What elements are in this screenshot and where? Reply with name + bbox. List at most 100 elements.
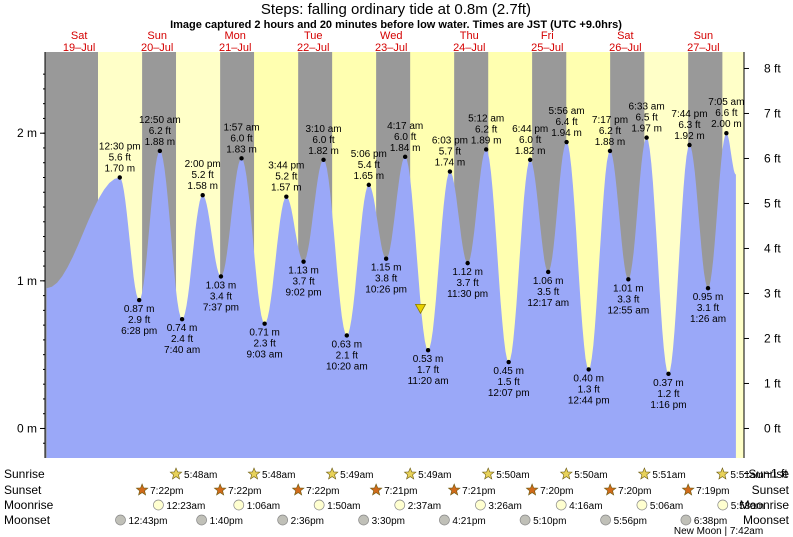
sunset-icon <box>525 483 539 496</box>
tide-point <box>200 193 205 198</box>
tide-label: 3:10 am <box>305 124 341 135</box>
tide-label: 6.2 ft <box>149 126 171 137</box>
moonset-time-label: 6:38pm <box>694 516 727 527</box>
tide-label: 6:44 pm <box>512 124 548 135</box>
tide-point <box>425 348 431 353</box>
tide-point <box>157 148 163 154</box>
day-date-label: 19–Jul <box>63 42 95 54</box>
moonrise-icon <box>636 499 648 511</box>
tide-label: 1.94 m <box>551 128 582 139</box>
tide-point <box>321 157 326 162</box>
sunset-time-label: 7:21pm <box>462 486 495 497</box>
moonset-icon <box>519 514 531 526</box>
moonset-time-label: 3:30pm <box>372 516 405 527</box>
tide-label: 3.4 ft <box>210 291 232 302</box>
tide-label: 3:44 pm <box>268 161 304 172</box>
day-date-label: 20–Jul <box>141 42 173 54</box>
day-name-label: Sat <box>617 30 634 42</box>
tide-label: 1.92 m <box>674 131 705 142</box>
astro-row-label-right: Moonset <box>743 513 790 527</box>
tide-point <box>705 286 711 291</box>
moonrise-icon <box>717 499 729 511</box>
sunset-icon <box>681 483 695 496</box>
tide-label: 4:17 am <box>387 121 423 132</box>
sunrise-time-label: 5:51am <box>730 470 763 481</box>
tide-label: 6.3 ft <box>678 120 700 131</box>
moonset-icon <box>358 514 369 526</box>
tide-label: 6.0 ft <box>312 135 334 146</box>
moonrise-icon <box>153 499 164 511</box>
moonset-time-label: 2:36pm <box>291 516 324 527</box>
tide-label: 5.4 ft <box>358 160 380 171</box>
tide-label: 9:02 pm <box>285 288 321 299</box>
moonrise-icon <box>394 499 406 511</box>
chart-subtitle: Image captured 2 hours and 20 minutes be… <box>170 19 622 31</box>
tide-point <box>117 175 122 180</box>
tide-label: 3.3 ft <box>617 294 639 305</box>
tide-point <box>483 147 489 152</box>
sunset-icon <box>213 483 227 496</box>
tide-label: 3.1 ft <box>697 303 719 314</box>
sunset-icon <box>135 483 149 496</box>
moonrise-time-label: 2:37am <box>408 501 441 512</box>
tide-point <box>564 139 569 145</box>
tide-point <box>284 194 289 199</box>
moonset-icon <box>439 514 450 526</box>
sunrise-icon <box>247 467 261 480</box>
tide-label: 2:00 pm <box>185 159 221 170</box>
day-date-label: 21–Jul <box>219 42 251 54</box>
tide-label: 12:17 am <box>527 298 569 309</box>
tide-label: 0.40 m <box>573 373 604 384</box>
tide-point <box>383 256 389 261</box>
day-name-label: Wed <box>380 30 402 42</box>
moonset-icon <box>115 514 126 526</box>
sunrise-icon <box>481 467 495 480</box>
tide-point <box>666 371 671 377</box>
tide-label: 1.5 ft <box>498 377 520 388</box>
day-name-label: Sun <box>694 30 714 42</box>
tide-point <box>644 135 649 140</box>
sunrise-icon <box>715 467 729 480</box>
tide-label: 6.0 ft <box>230 133 252 144</box>
sunrise-icon <box>403 467 417 480</box>
tide-label: 2.1 ft <box>336 350 358 361</box>
tide-point <box>402 154 408 160</box>
tide-label: 1.74 m <box>435 158 466 169</box>
moonrise-time-label: 5:06am <box>650 501 683 512</box>
tide-label: 1.58 m <box>187 181 218 192</box>
tide-label: 1.65 m <box>354 171 385 182</box>
tide-label: 6.4 ft <box>555 117 577 128</box>
day-name-label: Sat <box>71 30 88 42</box>
tide-point <box>626 277 631 282</box>
tide-label: 1.7 ft <box>417 365 439 376</box>
sunset-time-label: 7:22pm <box>228 486 261 497</box>
tide-label: 10:20 am <box>326 361 368 372</box>
sunrise-icon <box>169 467 183 480</box>
tide-label: 12:50 am <box>139 115 181 126</box>
astro-row-label-left: Moonset <box>4 513 51 527</box>
day-name-label: Fri <box>541 30 554 42</box>
tide-label: 11:20 am <box>408 376 449 387</box>
sunrise-time-label: 5:51am <box>652 470 685 481</box>
tide-label: 5.2 ft <box>275 172 297 183</box>
tide-label: 6.2 ft <box>475 124 497 135</box>
tide-label: 5:56 am <box>549 106 585 117</box>
tide-label: 12:07 pm <box>488 388 530 399</box>
tide-label: 6:03 pm <box>432 136 468 147</box>
tide-point <box>447 169 453 174</box>
tide-label: 7:44 pm <box>671 109 707 120</box>
current-tide-marker <box>414 303 427 315</box>
tide-point <box>607 148 613 154</box>
tide-label: 7:17 pm <box>592 115 628 126</box>
right-axis-tick-label: 8 ft <box>764 61 781 75</box>
tide-label: 3.5 ft <box>537 287 559 298</box>
tide-label: 6.2 ft <box>599 126 621 137</box>
tide-label: 0.71 m <box>249 328 280 339</box>
right-axis-tick-label: 0 ft <box>764 421 781 435</box>
astro-table: Sunrise Sunrise 5:48am 5:48am 5:49am 5:49am 5:… <box>4 467 790 537</box>
left-axis-tick-label: 2 m <box>17 126 37 140</box>
moonrise-time-label: 5:58am <box>731 501 764 512</box>
moonset-time-label: 5:10pm <box>533 516 566 527</box>
chart-title: Steps: falling ordinary tide at 0.8m (2.… <box>261 1 531 18</box>
